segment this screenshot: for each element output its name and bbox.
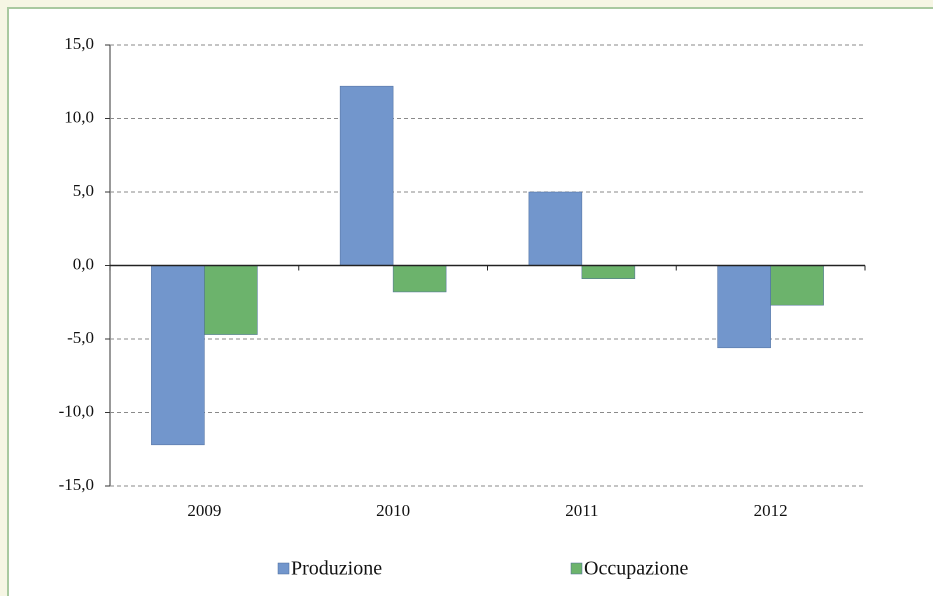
- x-tick-label: 2012: [754, 501, 788, 520]
- bar: [392, 265, 447, 293]
- y-tick-label: -15,0: [59, 475, 94, 494]
- bar: [151, 265, 205, 446]
- y-tick-label: 5,0: [73, 181, 94, 200]
- x-tick-label: 2009: [187, 501, 221, 520]
- bar: [717, 265, 771, 349]
- legend-swatch: [570, 562, 583, 575]
- bar: [204, 265, 258, 335]
- x-tick-label: 2010: [376, 501, 410, 520]
- legend-label: Produzione: [291, 558, 382, 580]
- legend-swatch: [277, 562, 290, 575]
- x-tick-label: 2011: [565, 501, 598, 520]
- y-tick-label: -10,0: [59, 401, 94, 420]
- legend-label: Occupazione: [584, 558, 689, 580]
- y-tick-label: 10,0: [64, 107, 94, 126]
- y-tick-label: -5,0: [67, 328, 94, 347]
- y-tick-label: 15,0: [64, 34, 94, 53]
- bar: [528, 191, 583, 266]
- bar: [339, 85, 394, 266]
- y-tick-label: 0,0: [73, 254, 94, 273]
- bar: [581, 265, 636, 279]
- bar: [770, 265, 824, 306]
